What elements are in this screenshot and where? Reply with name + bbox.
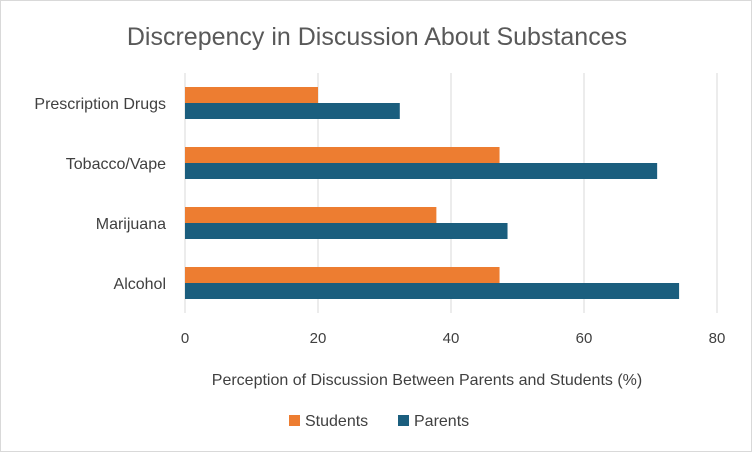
legend-label-students: Students: [305, 413, 368, 430]
legend-label-parents: Parents: [414, 413, 469, 430]
category-labels: Prescription Drugs Tobacco/Vape Marijuana A…: [34, 96, 166, 293]
x-axis-title: Perception of Discussion Between Parents…: [212, 372, 642, 389]
bar-parents-3: [185, 283, 680, 299]
chart-title: Discrepency in Discussion About Substanc…: [127, 23, 627, 51]
x-tick-label: 80: [709, 330, 726, 347]
bars: [185, 87, 680, 299]
bar-parents-0: [185, 103, 400, 119]
x-tick-labels: 0 20 40 60 80: [181, 330, 726, 347]
category-label: Prescription Drugs: [34, 96, 166, 113]
category-label: Marijuana: [96, 216, 166, 233]
bar-students-2: [185, 207, 437, 223]
legend: Students Parents: [289, 413, 469, 430]
x-tick-label: 60: [576, 330, 593, 347]
bar-parents-2: [185, 223, 508, 239]
bar-students-1: [185, 147, 500, 163]
bar-students-3: [185, 267, 500, 283]
legend-swatch-parents: [398, 415, 409, 426]
legend-swatch-students: [289, 415, 300, 426]
bar-parents-1: [185, 163, 658, 179]
x-tick-label: 20: [310, 330, 327, 347]
x-tick-label: 0: [181, 330, 189, 347]
x-tick-label: 40: [443, 330, 460, 347]
category-label: Alcohol: [114, 276, 166, 293]
category-label: Tobacco/Vape: [66, 156, 166, 173]
bar-students-0: [185, 87, 318, 103]
